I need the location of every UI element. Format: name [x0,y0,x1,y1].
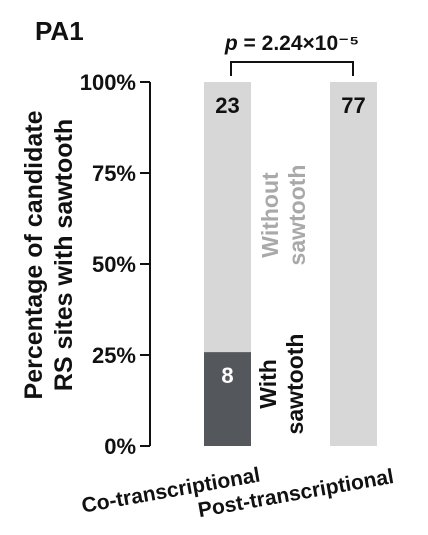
y-tick-label-0: 0% [104,434,136,459]
y-axis-label-line1: Percentage of candidate [20,110,48,399]
y-tick-label-4: 100% [80,70,136,95]
y-tick-label-2: 50% [92,252,136,277]
panel-label: PA1 [35,16,84,46]
without-sawtooth-label-line1: Without [257,172,283,258]
p-value-text: = 2.24×10⁻⁵ [238,32,359,55]
bar-value-label-0-0: 8 [221,363,233,388]
bars [204,82,377,446]
bar-1-series-1 [330,82,377,446]
bar-value-label-0-1: 23 [215,93,239,118]
y-tick-label-1: 25% [92,343,136,368]
y-axis-label-line2: RS sites with sawtooth [50,119,78,391]
p-value-label: p = 2.24×10⁻⁵ [224,32,359,55]
y-tick-label-3: 75% [92,161,136,186]
bar-0-series-0 [204,352,251,446]
p-symbol: p [224,32,238,55]
bar-value-labels: 8 23 77 [215,93,365,388]
with-sawtooth-label-line1: With [255,359,281,409]
bar-value-label-1-1: 77 [341,93,365,118]
y-axis-ticks: 0% 25% 50% 75% 100% [80,70,150,459]
significance-bracket [230,61,354,76]
with-sawtooth-label-line2: sawtooth [282,334,308,435]
without-sawtooth-label-line2: sawtooth [284,165,310,266]
bar-0-series-1 [204,82,251,353]
